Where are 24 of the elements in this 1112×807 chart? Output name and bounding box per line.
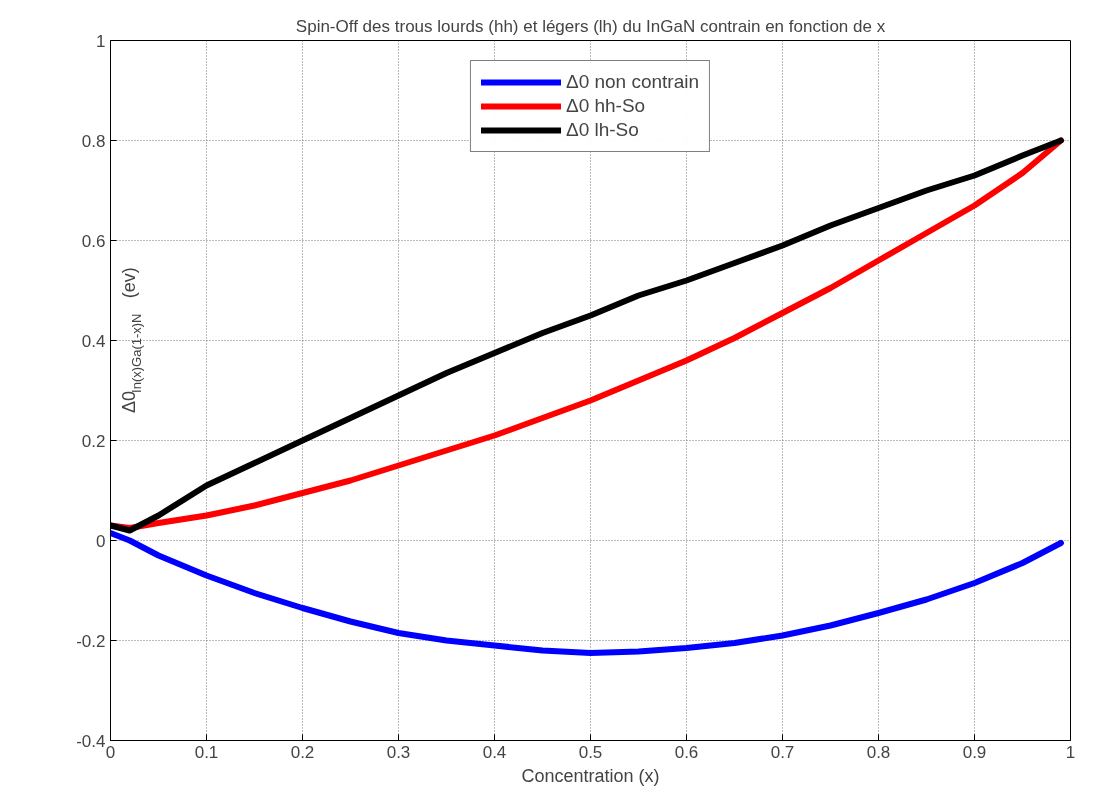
y-tick-label: -0.4 — [76, 731, 106, 751]
x-tick-label: 0.2 — [290, 742, 315, 762]
x-tick-label: 0.9 — [962, 742, 987, 762]
y-tick-label: 0.4 — [81, 331, 106, 351]
y-tick-label: 0.8 — [81, 131, 106, 151]
y-tick-label: 0.2 — [81, 431, 106, 451]
x-tick-label: 0.5 — [578, 742, 603, 762]
x-tick-label: 0.3 — [386, 742, 411, 762]
chart-title: Spin-Off des trous lourds (hh) et légers (lh) du InGaN contrain en fonction de x — [295, 16, 886, 36]
y-tick-label: 0 — [96, 531, 106, 551]
x-tick-label: 1 — [1065, 742, 1076, 762]
x-tick-label: 0.8 — [866, 742, 891, 762]
x-tick-label: 0.6 — [674, 742, 699, 762]
y-tick-label: 0.6 — [81, 231, 106, 251]
y-axis-title: Δ0In(x)Ga(1-x)N (ev) — [118, 267, 144, 414]
legend-label: Δ0 non contrain — [565, 71, 700, 93]
y-tick-label: -0.2 — [76, 631, 106, 651]
x-tick-label: 0.7 — [770, 742, 795, 762]
x-axis-title: Concentration (x) — [521, 765, 660, 786]
x-tick-label: 0.1 — [194, 742, 219, 762]
legend-label: Δ0 hh-So — [565, 95, 646, 117]
legend-label: Δ0 lh-So — [565, 119, 639, 141]
x-tick-label: 0.4 — [482, 742, 507, 762]
y-tick-label: 1 — [96, 31, 106, 51]
